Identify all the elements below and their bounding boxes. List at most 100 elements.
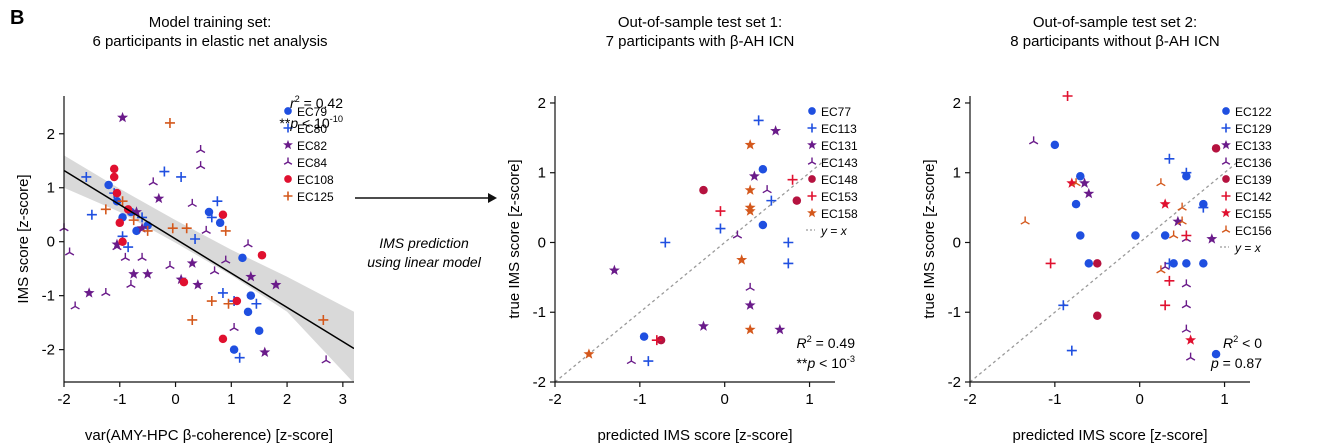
data-point bbox=[1160, 300, 1171, 311]
x-tick-label: 2 bbox=[283, 391, 291, 408]
data-point bbox=[83, 287, 95, 298]
prediction-arrow: IMS prediction using linear model bbox=[355, 193, 497, 270]
data-point bbox=[136, 222, 148, 233]
identity-label-part: = bbox=[827, 224, 841, 238]
data-point bbox=[164, 117, 175, 128]
data-point bbox=[142, 225, 153, 236]
data-point bbox=[254, 326, 264, 335]
series-ec129 bbox=[1058, 153, 1209, 356]
data-point bbox=[132, 226, 141, 236]
data-point bbox=[1076, 231, 1085, 240]
series-ec156 bbox=[1020, 178, 1187, 274]
data-point bbox=[698, 320, 709, 331]
identity-line bbox=[970, 158, 1242, 382]
legend-item-ec122: EC122 bbox=[1222, 105, 1272, 119]
legend: EC77 EC113 EC131 EC143 EC148 EC153 EC158 y = x bbox=[806, 105, 858, 238]
stat-line: R2 < 0 bbox=[1223, 334, 1262, 351]
x-axis-label: predicted IMS score [z-score] bbox=[1012, 427, 1207, 444]
series-ec133 bbox=[1079, 177, 1218, 244]
data-point bbox=[1083, 187, 1095, 199]
x-tick-label: -1 bbox=[1048, 391, 1061, 408]
legend-marker bbox=[1221, 139, 1231, 150]
series-ec142 bbox=[1045, 91, 1192, 311]
data-point bbox=[243, 307, 253, 317]
data-point bbox=[744, 299, 756, 310]
data-point bbox=[1050, 140, 1060, 150]
identity-label-part: x bbox=[1254, 241, 1262, 255]
stat-line-part: 2 bbox=[807, 334, 812, 344]
data-point bbox=[1199, 259, 1208, 268]
data-point bbox=[1181, 167, 1192, 178]
x-tick-label: -2 bbox=[57, 391, 70, 408]
data-point bbox=[762, 185, 772, 194]
data-point bbox=[1159, 198, 1171, 209]
data-point bbox=[100, 204, 111, 215]
legend-item-ec131: EC131 bbox=[807, 139, 858, 153]
legend-item-ec129: EC129 bbox=[1221, 122, 1272, 136]
data-point bbox=[744, 323, 756, 335]
plot-area bbox=[970, 91, 1242, 382]
data-point bbox=[195, 161, 206, 170]
data-point bbox=[115, 218, 125, 228]
legend-item-ec156: EC156 bbox=[1221, 224, 1272, 238]
data-point bbox=[744, 205, 756, 216]
test-set-2-chart: Out-of-sample test set 2: 8 participants … bbox=[921, 14, 1272, 444]
data-point bbox=[221, 255, 231, 264]
data-point bbox=[1156, 265, 1166, 274]
chart-title-line: Out-of-sample test set 2: bbox=[1033, 14, 1197, 31]
legend-label: EC77 bbox=[821, 105, 851, 119]
data-point bbox=[251, 298, 262, 309]
legend-identity-label: y = x bbox=[820, 224, 848, 238]
series-ec79 bbox=[104, 180, 264, 354]
identity-label-part: = bbox=[1241, 241, 1255, 255]
data-point bbox=[1131, 231, 1140, 240]
data-point bbox=[715, 206, 726, 217]
data-point bbox=[774, 323, 786, 335]
fit-line bbox=[64, 169, 354, 350]
legend-marker bbox=[808, 175, 816, 183]
data-point bbox=[246, 291, 256, 300]
data-point bbox=[608, 264, 620, 276]
legend-marker bbox=[1221, 123, 1231, 133]
data-point bbox=[1093, 311, 1102, 320]
data-point bbox=[137, 212, 148, 223]
legend-marker bbox=[283, 123, 293, 133]
chart-title-line: 7 participants with β-AH ICN bbox=[606, 33, 795, 50]
data-point bbox=[142, 268, 154, 279]
legend-item-ec155: EC155 bbox=[1221, 207, 1272, 221]
data-point bbox=[128, 215, 139, 226]
legend-label: EC143 bbox=[821, 156, 858, 170]
y-tick-label: 1 bbox=[47, 180, 55, 197]
data-point bbox=[715, 223, 726, 234]
data-point bbox=[1020, 216, 1030, 225]
legend-label: EC131 bbox=[821, 139, 858, 153]
legend-marker bbox=[808, 107, 816, 115]
data-point bbox=[120, 252, 131, 261]
data-point bbox=[1028, 136, 1039, 145]
legend-label: EC133 bbox=[1235, 139, 1272, 153]
legend-item-ec125: EC125 bbox=[283, 190, 334, 204]
data-point bbox=[1076, 171, 1085, 181]
data-point bbox=[1062, 91, 1073, 101]
stat-line: **p < 10-3 bbox=[797, 354, 855, 371]
data-point bbox=[1071, 199, 1081, 209]
stat-line-part: < 0 bbox=[1238, 335, 1262, 351]
stat-line: p = 0.87 bbox=[1210, 355, 1262, 371]
y-tick-label: 2 bbox=[538, 95, 546, 112]
series-ec84 bbox=[59, 144, 331, 364]
legend-label: EC82 bbox=[297, 139, 327, 153]
data-point bbox=[126, 279, 136, 288]
data-point bbox=[1066, 345, 1077, 356]
data-point bbox=[128, 268, 140, 279]
data-point bbox=[238, 253, 247, 263]
legend-label: EC139 bbox=[1235, 173, 1272, 187]
data-point bbox=[744, 139, 756, 150]
data-point bbox=[112, 242, 122, 251]
legend-marker bbox=[1221, 157, 1231, 165]
data-point bbox=[1177, 216, 1187, 225]
stat-line-part: r bbox=[290, 95, 296, 111]
legend-marker bbox=[283, 157, 293, 165]
legend-item-identity: y = x bbox=[1220, 241, 1262, 255]
stat-line-part: ** bbox=[279, 115, 290, 131]
chart-title-line: Model training set: bbox=[149, 14, 272, 31]
